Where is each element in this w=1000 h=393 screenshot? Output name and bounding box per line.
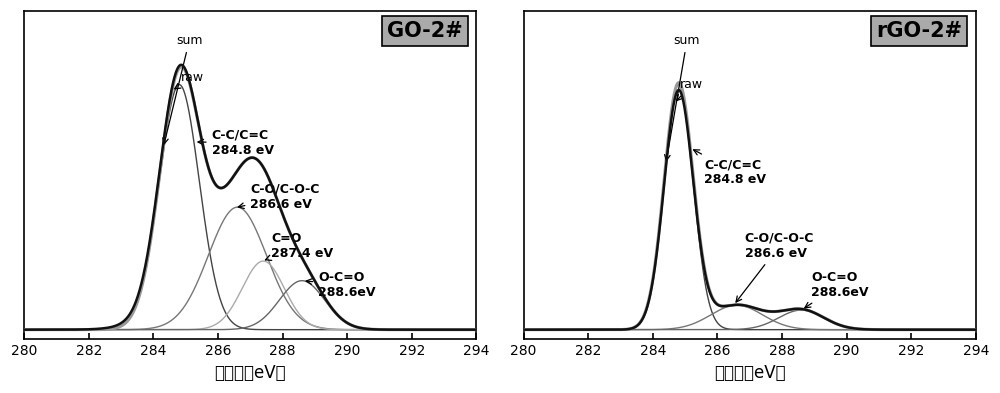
Text: C-C/C=C
284.8 eV: C-C/C=C 284.8 eV	[694, 150, 766, 186]
Text: C-C/C=C
284.8 eV: C-C/C=C 284.8 eV	[198, 129, 274, 157]
Text: C-O/C-O-C
286.6 eV: C-O/C-O-C 286.6 eV	[736, 231, 814, 302]
Text: C-O/C-O-C
286.6 eV: C-O/C-O-C 286.6 eV	[238, 183, 320, 211]
Text: O-C=O
288.6eV: O-C=O 288.6eV	[306, 271, 376, 299]
Text: sum: sum	[163, 34, 203, 144]
Text: C=O
287.4 eV: C=O 287.4 eV	[265, 231, 333, 261]
Text: raw: raw	[677, 78, 703, 101]
X-axis label: 结合能（eV）: 结合能（eV）	[714, 364, 785, 382]
X-axis label: 结合能（eV）: 结合能（eV）	[215, 364, 286, 382]
Text: sum: sum	[665, 34, 700, 160]
Text: raw: raw	[175, 71, 204, 89]
Text: GO-2#: GO-2#	[387, 21, 463, 41]
Text: O-C=O
288.6eV: O-C=O 288.6eV	[805, 271, 869, 308]
Text: rGO-2#: rGO-2#	[876, 21, 962, 41]
